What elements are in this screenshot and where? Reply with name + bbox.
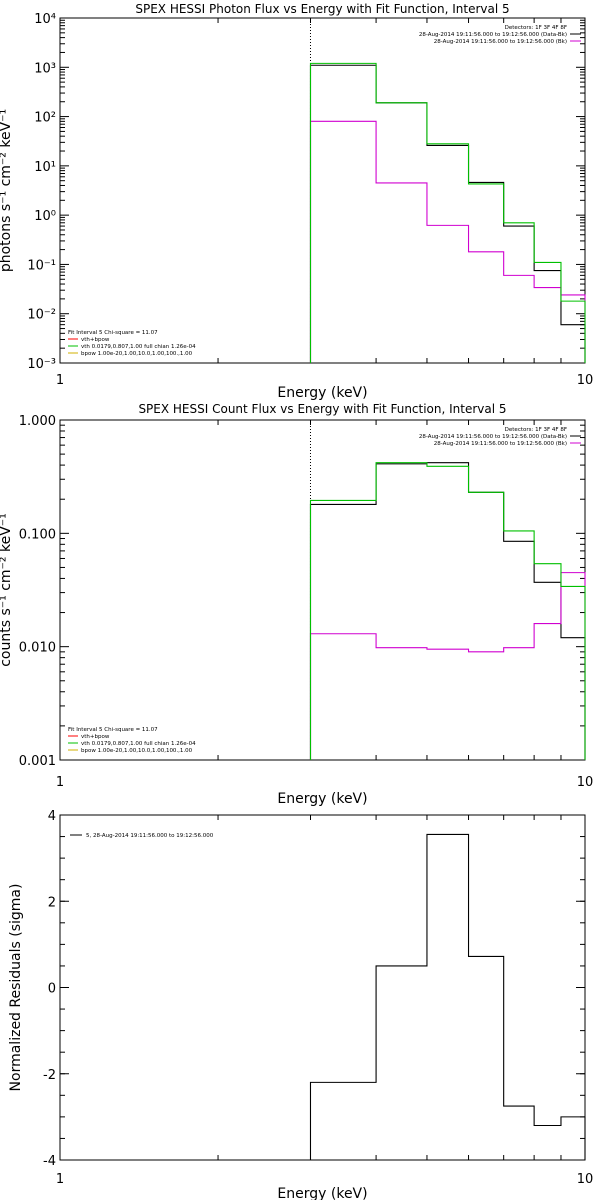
- y-tick-label: 0.100: [19, 527, 56, 542]
- series-line-data: [309, 833, 586, 1160]
- x-tick-label: 10: [577, 373, 594, 388]
- series-line-bk: [309, 572, 586, 760]
- x-axis-label: Energy (keV): [277, 385, 367, 401]
- y-tick-label: 4: [48, 809, 56, 824]
- x-tick-label: 1: [56, 1172, 64, 1187]
- fit-legend-entry: vth 0.0179,0.807,1.00 full chian 1.26e-0…: [81, 741, 196, 747]
- plot-frame: [59, 419, 586, 761]
- y-tick-label: 2: [48, 895, 56, 910]
- plot-frame: [59, 814, 586, 1161]
- y-tick-label: 10²: [34, 111, 56, 126]
- x-tick-label: 1: [56, 775, 64, 790]
- fit-legend-entry: vth+bpow: [81, 734, 110, 740]
- fit-legend-entry: bpow 1.00e-20,1.00,10.0,1.00,100.,1.00: [81, 351, 193, 357]
- chart-title: SPEX HESSI Photon Flux vs Energy with Fi…: [135, 2, 509, 16]
- legend-entry: Detectors: 1F 3F 4F 8F: [505, 427, 567, 433]
- fit-legend-entry: bpow 1.00e-20,1.00,10.0,1.00,100.,1.00: [81, 748, 193, 754]
- y-tick-label: 10⁻¹: [27, 258, 56, 273]
- legend-entry: 5, 28-Aug-2014 19:11:56.000 to 19:12:56.…: [86, 833, 214, 839]
- plot-frame: [59, 17, 586, 364]
- x-tick-label: 10: [577, 775, 594, 790]
- legend-entry: 28-Aug-2014 19:11:56.000 to 19:12:56.000…: [434, 39, 567, 45]
- legend-entry: 28-Aug-2014 19:11:56.000 to 19:12:56.000…: [419, 434, 567, 440]
- x-tick-label: 1: [56, 373, 64, 388]
- series-line-data: [309, 462, 586, 760]
- x-axis-label: Energy (keV): [277, 1186, 367, 1200]
- y-tick-label: 0: [48, 982, 56, 997]
- y-tick-label: -2: [43, 1068, 56, 1083]
- fit-legend-entry: Fit Interval 5 Chi-square = 11.07: [68, 727, 158, 733]
- chart-panel-1: SPEX HESSI Photon Flux vs Energy with Fi…: [0, 2, 593, 401]
- y-tick-label: 10⁰: [34, 209, 56, 224]
- y-tick-label: 0.010: [19, 641, 56, 656]
- chart-panel-2: SPEX HESSI Count Flux vs Energy with Fit…: [0, 402, 593, 807]
- y-tick-label: 10⁻³: [27, 357, 56, 372]
- series-line-fit: [309, 62, 586, 363]
- y-tick-label: 1.000: [19, 414, 56, 429]
- x-axis-label: Energy (keV): [277, 791, 367, 807]
- x-tick-label: 10: [577, 1172, 594, 1187]
- y-tick-label: 10⁻²: [27, 308, 56, 323]
- fit-legend-entry: vth 0.0179,0.807,1.00 full chian 1.26e-0…: [81, 344, 196, 350]
- fit-legend-entry: Fit Interval 5 Chi-square = 11.07: [68, 330, 158, 336]
- y-axis-label: counts s⁻¹ cm⁻² keV⁻¹: [0, 513, 14, 667]
- legend-entry: 28-Aug-2014 19:11:56.000 to 19:12:56.000…: [419, 32, 567, 38]
- fit-legend-entry: vth+bpow: [81, 337, 110, 343]
- legend-entry: 28-Aug-2014 19:11:56.000 to 19:12:56.000…: [434, 441, 567, 447]
- series-line-bk: [309, 120, 586, 363]
- y-tick-label: 10¹: [34, 160, 56, 175]
- series-line-fit: [309, 462, 586, 760]
- y-tick-label: 10³: [34, 61, 56, 76]
- y-tick-label: -4: [43, 1154, 56, 1169]
- y-tick-label: 10⁴: [34, 12, 56, 27]
- legend-entry: Detectors: 1F 3F 4F 8F: [505, 25, 567, 31]
- y-axis-label: photons s⁻¹ cm⁻² keV⁻¹: [0, 109, 14, 272]
- series-line-data: [309, 64, 586, 363]
- chart-title: SPEX HESSI Count Flux vs Energy with Fit…: [138, 402, 506, 416]
- y-tick-label: 0.001: [19, 754, 56, 769]
- chart-panel-3: Energy (keV) Normalized Residuals (sigma)…: [8, 809, 593, 1200]
- y-axis-label: Normalized Residuals (sigma): [8, 884, 24, 1092]
